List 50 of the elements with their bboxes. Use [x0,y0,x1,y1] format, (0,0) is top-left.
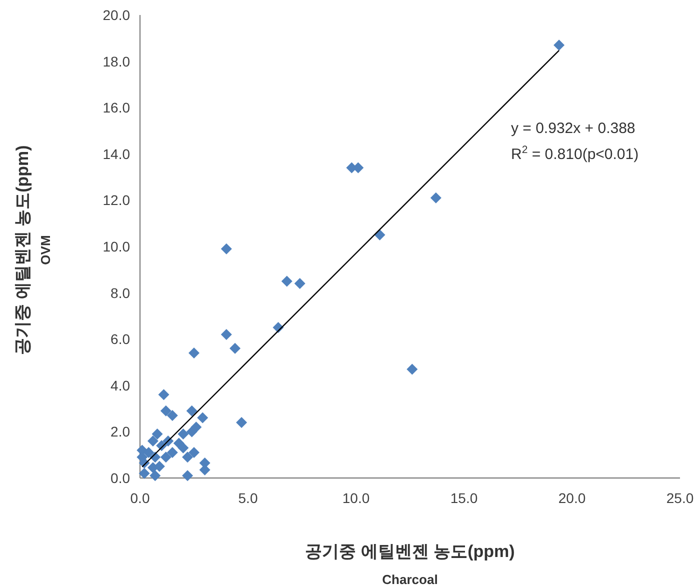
x-tick-label: 20.0 [558,490,586,506]
x-tick-label: 15.0 [450,490,478,506]
y-tick-label: 8.0 [110,284,130,301]
point [158,389,170,400]
point [188,347,200,358]
point [220,243,232,254]
point [147,435,158,446]
point [182,470,194,482]
x-tick-label: 0.0 [130,490,150,506]
point [188,447,200,458]
y-tick-label: 4.0 [110,377,130,394]
x-axis-title: 공기중 에틸벤젠 농도(ppm) Charcoal [305,542,515,587]
point [166,410,178,421]
point [182,452,194,463]
point [406,364,418,375]
annotation: y = 0.932x + 0.388 [511,120,636,137]
annotation: R$^{2}$ = 0.810(p<0.01) [511,144,639,163]
y-tick-label: 14.0 [102,146,130,162]
y-tick-label: 16.0 [102,100,130,116]
point [186,405,198,416]
point [374,229,386,240]
point [178,442,189,454]
point [294,278,306,290]
point [430,192,442,204]
y-tick-label: 12.0 [102,192,130,208]
point [150,470,161,482]
point [197,412,208,424]
point [166,447,178,458]
point [160,452,172,463]
point [186,426,198,438]
point [178,428,189,440]
y-axis-title: 공기중 에틸벤젠 농도(ppm) OVM [13,145,53,355]
point [230,342,241,354]
point [143,447,154,458]
point [281,276,292,287]
point [236,416,248,428]
point [220,328,232,340]
x-tick-label: 25.0 [666,490,694,506]
y-tick-label: 18.0 [102,53,130,70]
y-tick-label: 2.0 [110,424,130,440]
x-tick-label: 10.0 [342,490,370,506]
y-tick-label: 20.0 [102,7,130,23]
point [160,405,172,416]
point [554,40,565,51]
x-tick-label: 5.0 [238,490,258,506]
y-tick-label: 6.0 [110,331,130,348]
y-tick-label: 0.0 [110,470,130,486]
point [152,428,163,440]
y-tick-label: 10.0 [102,238,130,254]
point [138,468,150,479]
